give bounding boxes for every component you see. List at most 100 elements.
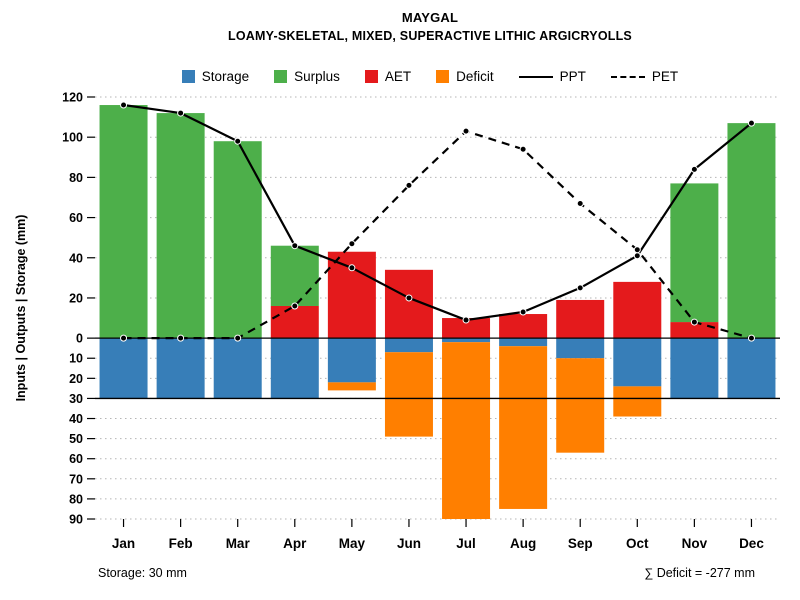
month-label: Jan [112,536,135,551]
storage-bar [270,338,319,399]
y-tick-label: 70 [69,472,83,486]
ppt-point [519,308,527,316]
legend-item-deficit: Deficit [436,69,494,84]
storage-bar [613,338,662,387]
ppt-point [177,109,185,117]
ppt-point [348,264,356,272]
y-tick-label: 0 [76,332,83,346]
month-label: May [339,536,366,551]
deficit-bar [556,358,605,453]
y-tick-label: 60 [69,452,83,466]
deficit-bar [613,386,662,417]
ppt-point [120,101,128,109]
chart-title: MAYGAL [401,10,459,25]
legend: Storage Surplus AET Deficit PPT PET [75,69,785,84]
y-tick-label: 80 [69,171,83,185]
y-axis-label: Inputs | Outputs | Storage (mm) [14,215,28,402]
aet-bar [270,305,319,339]
y-tick-label: 100 [62,131,83,145]
pet-point [177,334,185,342]
ppt-point [405,294,413,302]
ppt-point [462,316,470,324]
y-tick-label: 10 [69,352,83,366]
ppt-point [234,137,242,145]
storage-bar [384,338,433,353]
bars [99,105,776,519]
month-label: Apr [283,536,307,551]
ppt-line [120,101,755,324]
y-tick-label: 50 [69,432,83,446]
month-label: Jun [397,536,421,551]
ppt-point [747,119,755,127]
x-axis: Jan Feb Mar Apr May Jun Jul Aug Sep Oct Nov Dec [112,519,764,551]
storage-bar [556,338,605,359]
month-label: Sep [568,536,593,551]
pet-line [120,127,755,342]
legend-item-aet: AET [364,69,412,84]
y-tick-label: 20 [69,291,83,305]
storage-bar [327,338,376,383]
ppt-point [690,165,698,173]
pet-point [576,200,584,208]
ppt-point [576,284,584,292]
surplus-bar [270,245,319,306]
deficit-bar [327,382,376,391]
pet-point [690,318,698,326]
deficit-bar [499,346,548,509]
month-label: Aug [510,536,536,551]
storage-bar [156,338,205,399]
pet-point [519,145,527,153]
legend-label-pet: PET [651,69,679,84]
ppt-solid-line-icon [518,75,553,78]
aet-swatch-icon [364,70,378,83]
y-tick-label: 30 [69,392,83,406]
y-tick-label: 40 [69,412,83,426]
pet-point [462,127,470,135]
ppt-point [633,252,641,260]
pet-dashed-line-icon [610,75,645,78]
chart-canvas: 120 100 80 60 40 20 0 10 20 30 40 50 60 70 80 90 Jan Feb M… [14,91,780,551]
deficit-bar [384,352,433,437]
legend-label-deficit: Deficit [456,69,494,84]
chart-subtitle: LOAMY-SKELETAL, MIXED, SUPERACTIVE LITHI… [228,29,632,43]
surplus-bar [156,113,205,339]
surplus-bar [670,183,719,323]
pet-point [747,334,755,342]
storage-bar [727,338,776,399]
ppt-point [291,242,299,250]
storage-swatch-icon [181,70,195,83]
y-tick-label: 40 [69,251,83,265]
surplus-bar [213,141,262,339]
aet-bar [613,281,662,339]
month-label: Jul [456,536,476,551]
legend-item-ppt: PPT [518,69,586,84]
legend-label-ppt: PPT [559,69,586,84]
chart-header: MAYGAL LOAMY-SKELETAL, MIXED, SUPERACTIV… [75,10,785,43]
y-tick-label: 80 [69,492,83,506]
pet-point [633,246,641,254]
surplus-swatch-icon [274,70,288,83]
gridlines [95,96,780,520]
legend-item-surplus: Surplus [274,69,340,84]
y-tick-label: 90 [69,513,83,527]
month-label: Nov [682,536,708,551]
aet-bar [556,299,605,339]
storage-bar [499,338,548,347]
aet-bar [670,322,719,339]
month-label: Dec [739,536,764,551]
aet-bar [442,318,491,339]
month-label: Oct [626,536,649,551]
chart-footer: Storage: 30 mm ∑ Deficit = -277 mm [98,566,755,580]
legend-label-aet: AET [384,69,412,84]
legend-item-pet: PET [610,69,679,84]
pet-point [291,302,299,310]
deficit-swatch-icon [436,70,450,83]
storage-bar [670,338,719,399]
y-tick-label: 20 [69,372,83,386]
surplus-bar [727,123,776,339]
storage-bar [213,338,262,399]
y-tick-label: 60 [69,211,83,225]
storage-bar [99,338,148,399]
month-label: Mar [226,536,251,551]
